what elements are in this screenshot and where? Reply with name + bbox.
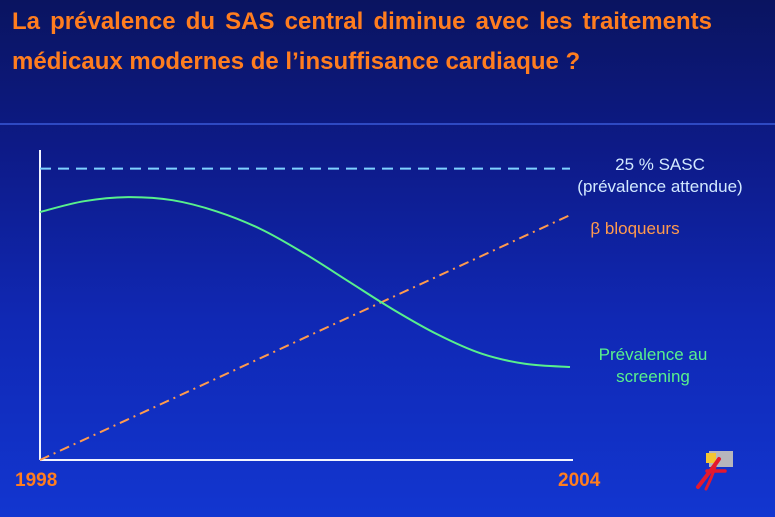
legend-label-sasc-line2: (prévalence attendue) — [577, 177, 743, 196]
series-line-screening-prevalence — [39, 196, 571, 368]
title-divider — [0, 123, 775, 125]
series-line-beta-blockers — [39, 214, 571, 461]
brand-logo-icon — [696, 451, 733, 491]
x-tick-label-end: 2004 — [558, 470, 601, 491]
legend-label-sasc-line1: 25 % SASC — [615, 155, 705, 174]
legend-label-screening-prevalence: Prévalence au screening — [568, 344, 738, 388]
slide-title: La prévalence du SAS central diminue ave… — [12, 8, 712, 75]
legend-label-sasc: 25 % SASC (prévalence attendue) — [560, 154, 760, 198]
legend-label-beta-blockers: β bloqueurs — [570, 218, 700, 240]
chart-plot-area — [39, 150, 573, 461]
x-tick-label-start: 1998 — [15, 470, 58, 491]
legend-label-beta-line1: β bloqueurs — [590, 219, 680, 238]
legend-label-prev-line1: Prévalence au — [598, 345, 708, 364]
legend-label-prev-line2: screening — [616, 367, 690, 386]
